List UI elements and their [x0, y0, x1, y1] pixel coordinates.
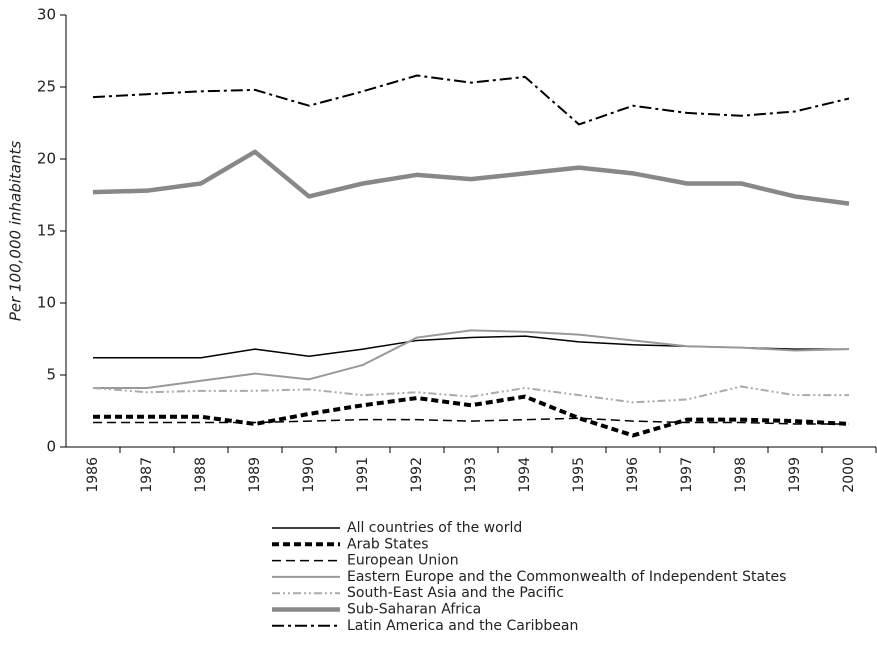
x-tick-label: 1987	[139, 457, 155, 493]
y-tick-label: 30	[37, 6, 56, 24]
x-tick-label: 1994	[517, 457, 533, 493]
legend-label: All countries of the world	[347, 520, 522, 536]
legend-label: Sub-Saharan Africa	[347, 602, 481, 618]
y-tick-label: 10	[37, 294, 56, 312]
legend-label: Arab States	[347, 536, 429, 552]
series-line	[93, 417, 849, 425]
y-axis-label: Per 100,000 inhabitants	[7, 141, 25, 322]
x-tick-label: 1993	[463, 457, 479, 493]
y-tick-label: 25	[37, 78, 56, 96]
x-tick-label: 1997	[679, 457, 695, 493]
y-tick-label: 0	[46, 438, 56, 456]
x-tick-label: 1996	[625, 457, 641, 493]
x-tick-label: 1990	[301, 457, 317, 493]
x-tick-label: 1999	[787, 457, 803, 493]
series-line	[93, 329, 850, 389]
x-tick-label: 1988	[193, 457, 209, 493]
series-line	[93, 394, 850, 438]
x-tick-label: 1986	[85, 457, 101, 493]
legend-label: European Union	[347, 553, 459, 569]
legend-label: Eastern Europe and the Commonwealth of I…	[347, 569, 786, 585]
x-tick-label: 1991	[355, 457, 371, 493]
legend-label: South-East Asia and the Pacific	[347, 585, 564, 601]
x-tick-label: 1992	[409, 457, 425, 493]
y-tick-label: 5	[46, 366, 56, 384]
x-tick-label: 1998	[733, 457, 749, 493]
series-line	[92, 149, 850, 206]
series-line	[92, 74, 850, 126]
series-line	[92, 385, 849, 404]
x-tick-label: 1995	[571, 457, 587, 493]
x-tick-label: 1989	[247, 457, 263, 493]
x-tick-label: 2000	[841, 457, 857, 493]
legend-label: Latin America and the Caribbean	[347, 618, 578, 634]
y-tick-label: 20	[37, 150, 56, 168]
y-tick-label: 15	[37, 222, 56, 240]
